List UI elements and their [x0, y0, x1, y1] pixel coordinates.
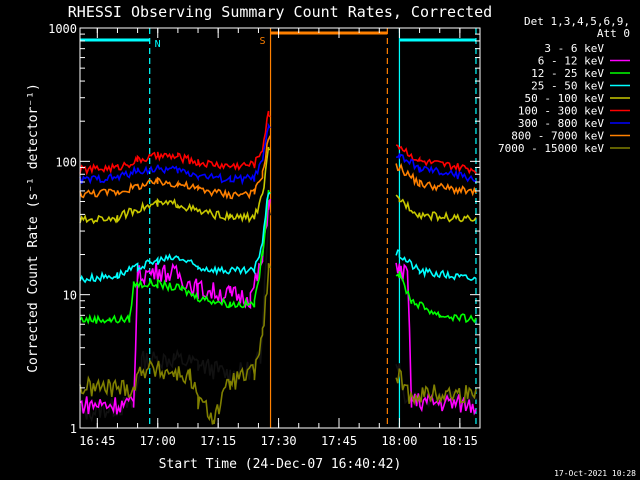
x-tick-label: 16:45	[79, 434, 115, 448]
series-line	[395, 249, 477, 281]
legend-entry-label: 800 - 7000 keV	[511, 130, 604, 143]
x-tick-label: 17:15	[200, 434, 236, 448]
legend-entry-label: 6 - 12 keV	[538, 55, 605, 68]
series-line	[79, 189, 271, 325]
legend-entry-label: 7000 - 15000 keV	[498, 142, 604, 155]
flag-label: N	[155, 39, 161, 50]
legend-entry-label: 3 - 6 keV	[544, 42, 604, 55]
x-axis-label: Start Time (24-Dec-07 16:40:42)	[159, 457, 402, 472]
x-tick-label: 18:00	[381, 434, 417, 448]
legend-entry-label: 100 - 300 keV	[518, 105, 604, 118]
legend-entry-label: 12 - 25 keV	[531, 67, 604, 80]
series-line	[79, 263, 271, 425]
series-line	[395, 194, 477, 223]
legend-entry-label: 25 - 50 keV	[531, 80, 604, 93]
series-line	[79, 198, 271, 415]
axes: 1 10 100 1000 16:45 17:00 17:15 17:30 17:45 18:00…	[48, 22, 481, 448]
series-line	[79, 110, 271, 176]
y-tick-label: 1000	[48, 22, 77, 36]
series-line	[395, 270, 477, 324]
series-line	[395, 368, 477, 406]
x-tick-label: 17:30	[261, 434, 297, 448]
y-axis-label: Corrected Count Rate (s⁻¹ detector⁻¹)	[26, 83, 41, 373]
footer-timestamp: 17-Oct-2021 10:28	[554, 469, 636, 478]
plot-frame	[79, 27, 481, 429]
series-line	[79, 146, 271, 225]
legend-entry-label: 300 - 800 keV	[518, 117, 604, 130]
y-tick-label: 100	[55, 155, 77, 169]
y-tick-label: 10	[63, 289, 77, 303]
x-tick-label: 17:45	[321, 434, 357, 448]
series-line	[395, 162, 477, 197]
series-line	[79, 191, 271, 284]
x-tick-label: 18:15	[442, 434, 478, 448]
series-line	[395, 262, 477, 416]
chart-title: RHESSI Observing Summary Count Rates, Co…	[68, 3, 492, 21]
series-line	[79, 122, 271, 186]
legend-title-line-1: Det 1,3,4,5,6,9,	[524, 15, 630, 28]
series-line	[395, 144, 477, 175]
series-line	[395, 152, 477, 183]
legend-entry-label: 50 - 100 keV	[525, 92, 605, 105]
series-line	[79, 135, 271, 200]
y-tick-label: 1	[70, 422, 77, 436]
x-tick-label: 17:00	[140, 434, 176, 448]
flag-label: S	[260, 36, 266, 47]
legend-title-line-2: Att 0	[597, 27, 630, 40]
